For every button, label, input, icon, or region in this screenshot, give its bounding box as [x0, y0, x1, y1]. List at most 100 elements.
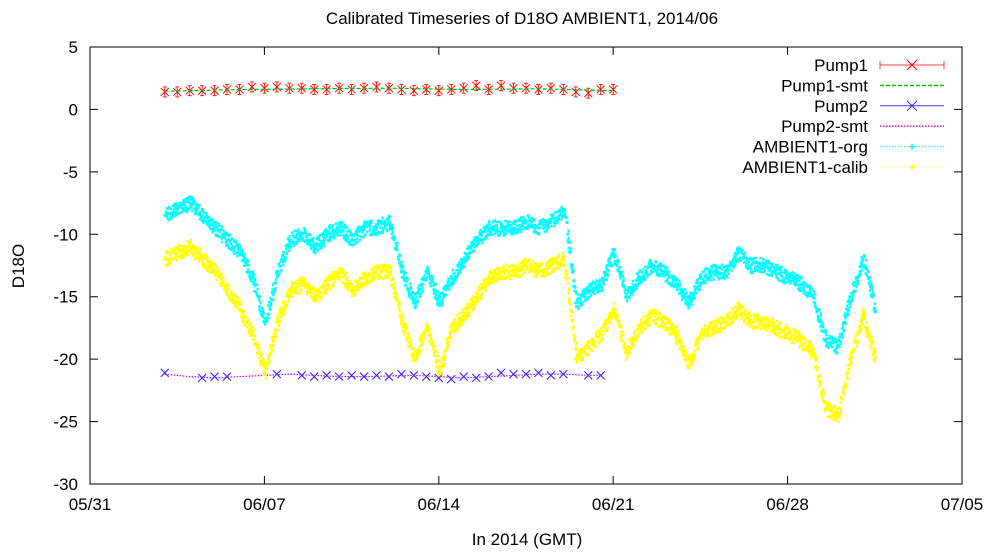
data-point	[474, 295, 478, 299]
series-band-segment	[799, 276, 815, 304]
legend-label: AMBIENT1-calib	[742, 158, 868, 177]
data-point	[673, 282, 678, 286]
data-point	[362, 226, 366, 230]
series-band-segment	[525, 258, 541, 279]
data-point	[521, 369, 531, 379]
data-point	[163, 257, 167, 261]
series-band-segment	[637, 310, 653, 335]
data-point	[561, 257, 565, 261]
data-point	[350, 288, 354, 293]
legend-entry-pump2: Pump2	[814, 97, 944, 116]
data-point	[459, 83, 469, 93]
data-point	[636, 276, 640, 280]
data-point	[848, 357, 852, 361]
data-point	[549, 263, 553, 268]
legend-marker	[906, 59, 918, 71]
series-band-segment	[737, 301, 752, 328]
series-band-segment	[576, 339, 591, 362]
series-band-segment	[288, 228, 305, 249]
series-band-segment	[276, 235, 291, 278]
data-point	[596, 85, 606, 94]
series-band-segment	[475, 220, 491, 248]
data-point	[484, 85, 493, 94]
series-band-segment	[414, 269, 429, 310]
data-point	[272, 369, 282, 379]
x-tick-label: 05/31	[69, 495, 112, 514]
legend-entry-ambient1-org: AMBIENT1-org	[753, 138, 944, 157]
data-point	[624, 351, 628, 355]
data-point	[200, 257, 204, 261]
data-point	[412, 357, 416, 361]
data-point	[798, 282, 802, 286]
series-band-segment	[488, 219, 503, 237]
data-point	[372, 371, 381, 380]
data-point	[397, 369, 406, 379]
data-point	[300, 282, 304, 286]
data-point	[624, 295, 628, 299]
data-point	[437, 301, 441, 305]
series-band-segment	[675, 278, 691, 307]
y-tick-label: 5	[69, 38, 78, 57]
data-point	[446, 85, 456, 94]
data-point	[786, 332, 790, 336]
series-band-segment	[189, 195, 205, 224]
legend-label: Pump2-smt	[781, 117, 868, 136]
data-point	[761, 320, 765, 324]
data-point	[471, 373, 481, 383]
series-band-segment	[177, 195, 192, 215]
data-point	[225, 238, 229, 243]
series-band-segment	[625, 270, 641, 303]
data-point	[596, 371, 606, 380]
data-point	[723, 320, 727, 324]
data-point	[509, 369, 518, 379]
legend-marker	[909, 164, 915, 170]
data-point	[424, 326, 428, 330]
data-point	[586, 345, 590, 349]
series-band-segment	[687, 273, 703, 310]
y-tick-label: -25	[53, 413, 78, 432]
data-point	[599, 282, 603, 286]
series-pump1-smt	[164, 87, 614, 92]
series-band-segment	[500, 263, 516, 281]
legend-label: Pump1-smt	[781, 76, 868, 95]
series-band-segment	[301, 277, 316, 302]
series-band-segment	[737, 246, 752, 274]
data-point	[309, 372, 319, 381]
series-line	[164, 87, 614, 92]
y-axis-label: D18O	[9, 244, 28, 288]
data-point	[574, 357, 578, 361]
data-point	[636, 326, 640, 330]
data-point	[237, 251, 242, 255]
series-band-segment	[513, 257, 529, 279]
data-point	[599, 332, 603, 336]
data-point	[546, 371, 556, 380]
series-band-segment	[725, 247, 740, 279]
series-band-segment	[862, 309, 877, 363]
series-band-segment	[401, 314, 417, 363]
series-band-segment	[774, 263, 790, 285]
series-band-segment	[364, 264, 379, 287]
data-point	[212, 226, 217, 230]
data-point	[309, 85, 319, 94]
series-band-segment	[550, 251, 565, 273]
series-band-segment	[388, 264, 404, 329]
y-tick-label: -30	[53, 475, 78, 494]
series-band-segment	[426, 265, 442, 307]
data-point	[661, 320, 665, 324]
series-band-segment	[588, 278, 603, 298]
legend-entry-pump1-smt: Pump1-smt	[781, 76, 944, 95]
data-point	[384, 372, 394, 381]
data-point	[399, 270, 404, 274]
series-band-segment	[662, 316, 678, 340]
data-point	[873, 357, 877, 361]
data-point	[374, 270, 379, 274]
series-band-segment	[239, 244, 255, 283]
series-band-segment	[600, 248, 616, 293]
y-tick-label: 0	[69, 100, 78, 119]
data-point	[312, 245, 316, 249]
data-point	[524, 220, 528, 224]
y-tick-label: -15	[53, 288, 78, 307]
x-tick-label: 06/21	[592, 495, 635, 514]
